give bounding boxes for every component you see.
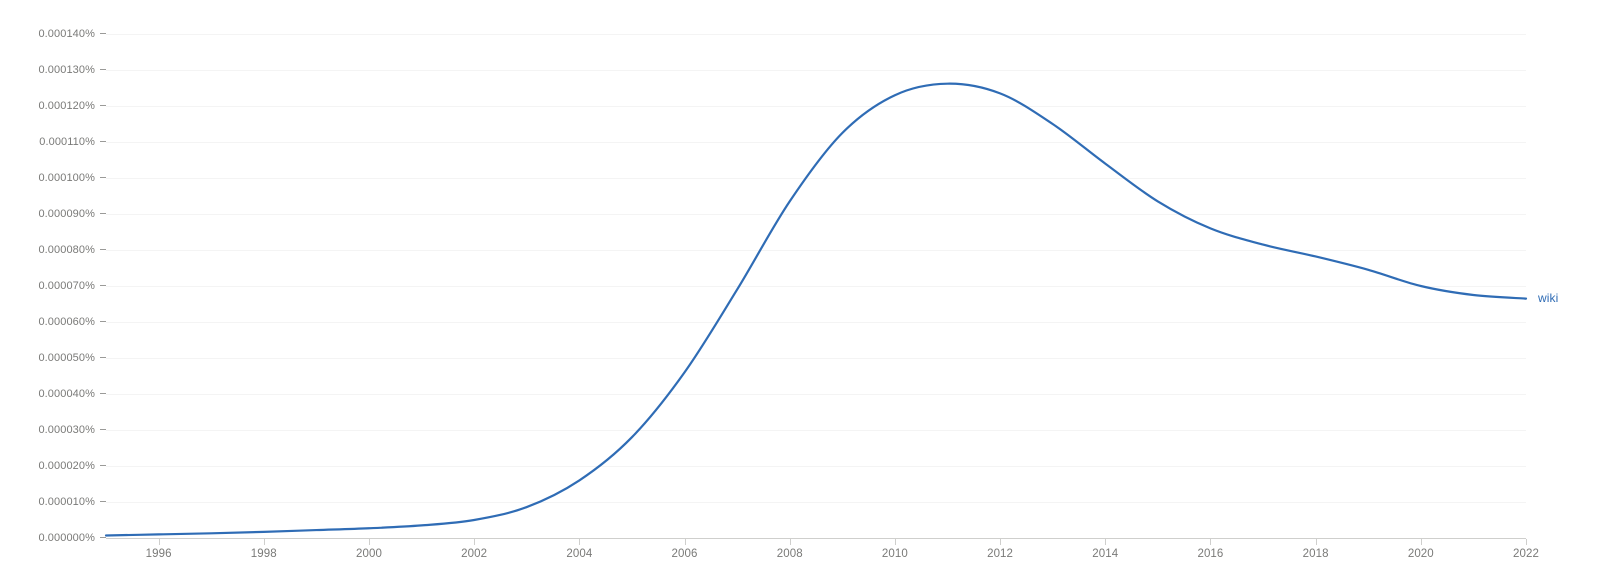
x-axis-tick-mark (474, 539, 475, 545)
x-axis-tick-mark (1421, 539, 1422, 545)
x-axis-tick-label: 1998 (250, 548, 277, 560)
y-axis-tick-dash (100, 249, 106, 251)
x-axis-tick-label: 2018 (1302, 548, 1329, 560)
x-axis-tick-label: 2008 (776, 548, 803, 560)
y-axis: 0.000140% 0.000130% 0.000120% 0.000110% 0.00… (0, 0, 106, 583)
y-axis-tick-dash (100, 537, 106, 539)
x-axis-tick-mark (1000, 539, 1001, 545)
y-axis-tick: 0.000050% (38, 351, 106, 365)
gridline-horizontal (106, 106, 1526, 107)
x-axis-tick-mark (1316, 539, 1317, 545)
y-axis-tick-dash (100, 285, 106, 287)
x-axis-tick-label: 2016 (1197, 548, 1224, 560)
y-axis-tick-dash (100, 321, 106, 323)
y-axis-tick: 0.000000% (38, 531, 106, 545)
y-axis-tick-label: 0.000050% (38, 352, 95, 365)
x-axis-tick-label: 2014 (1092, 548, 1119, 560)
gridline-horizontal (106, 142, 1526, 143)
x-axis-tick-mark (369, 539, 370, 545)
y-axis-tick-label: 0.000000% (38, 532, 95, 545)
y-axis-tick-label: 0.000130% (38, 64, 95, 77)
plot-area: 1996 1998 2000 2002 2004 2006 2008 2010 2012 2014… (104, 0, 1558, 583)
gridline-horizontal (106, 358, 1526, 359)
gridline-horizontal (106, 430, 1526, 431)
x-axis-tick-label: 1996 (145, 548, 172, 560)
gridline-horizontal (106, 70, 1526, 71)
y-axis-tick-label: 0.000040% (38, 388, 95, 401)
y-axis-tick-label: 0.000020% (38, 460, 95, 473)
y-axis-tick: 0.000120% (38, 99, 106, 113)
y-axis-tick-label: 0.000080% (38, 244, 95, 257)
y-axis-tick-dash (100, 33, 106, 35)
y-axis-tick-label: 0.000120% (38, 100, 95, 113)
y-axis-tick-dash (100, 141, 106, 143)
x-axis-tick-mark (264, 539, 265, 545)
y-axis-tick-label: 0.000070% (38, 280, 95, 293)
x-axis-tick-label: 2004 (566, 548, 593, 560)
x-axis-tick-mark (159, 539, 160, 545)
y-axis-tick: 0.000030% (38, 423, 106, 437)
y-axis-tick-label: 0.000110% (39, 136, 95, 149)
y-axis-tick-label: 0.000030% (38, 424, 95, 437)
gridline-horizontal (106, 34, 1526, 35)
x-axis-tick-mark (579, 539, 580, 545)
x-axis-tick-mark (685, 539, 686, 545)
y-axis-tick: 0.000070% (38, 279, 106, 293)
y-axis-tick-dash (100, 213, 106, 215)
y-axis-tick-label: 0.000060% (38, 316, 95, 329)
y-axis-tick-label: 0.000100% (38, 172, 95, 185)
y-axis-tick-dash (100, 429, 106, 431)
y-axis-tick: 0.000140% (38, 27, 106, 41)
gridline-horizontal (106, 214, 1526, 215)
y-axis-tick-dash (100, 177, 106, 179)
series-path[interactable] (104, 82, 1528, 537)
y-axis-tick-dash (100, 465, 106, 467)
gridline-horizontal (106, 286, 1526, 287)
series-line-wiki[interactable] (104, 0, 1528, 583)
x-axis-tick-label: 2020 (1407, 548, 1434, 560)
x-axis-baseline (106, 538, 1526, 539)
gridline-horizontal (106, 502, 1526, 503)
y-axis-tick-dash (100, 501, 106, 503)
y-axis-tick-label: 0.000010% (38, 496, 95, 509)
x-axis-tick-mark (790, 539, 791, 545)
x-axis-tick-mark (895, 539, 896, 545)
x-axis-tick-label: 2002 (461, 548, 488, 560)
y-axis-tick-dash (100, 69, 106, 71)
gridline-horizontal (106, 322, 1526, 323)
y-axis-tick: 0.000130% (38, 63, 106, 77)
y-axis-tick: 0.000060% (38, 315, 106, 329)
y-axis-tick-label: 0.000090% (38, 208, 95, 221)
gridline-horizontal (106, 250, 1526, 251)
series-legend-label-wiki[interactable]: wiki (1538, 290, 1559, 305)
y-axis-tick-dash (100, 357, 106, 359)
y-axis-tick: 0.000040% (38, 387, 106, 401)
y-axis-tick: 0.000010% (38, 495, 106, 509)
x-axis-tick-mark (1210, 539, 1211, 545)
y-axis-tick-dash (100, 105, 106, 107)
x-axis-tick-label: 2022 (1513, 548, 1539, 560)
x-axis-tick-mark (1526, 539, 1527, 545)
y-axis-tick-label: 0.000140% (38, 28, 95, 41)
x-axis-tick-mark (1105, 539, 1106, 545)
gridline-horizontal (106, 178, 1526, 179)
y-axis-tick: 0.000110% (39, 135, 106, 149)
y-axis-tick-dash (100, 393, 106, 395)
x-axis-tick-label: 2000 (355, 548, 382, 560)
x-axis-tick-label: 2006 (671, 548, 698, 560)
y-axis-tick: 0.000100% (38, 171, 106, 185)
y-axis-tick: 0.000090% (38, 207, 106, 221)
y-axis-tick: 0.000020% (38, 459, 106, 473)
y-axis-tick: 0.000080% (38, 243, 106, 257)
gridline-horizontal (106, 466, 1526, 467)
gridline-horizontal (106, 394, 1526, 395)
x-axis-tick-label: 2012 (987, 548, 1014, 560)
x-axis-tick-label: 2010 (881, 548, 908, 560)
